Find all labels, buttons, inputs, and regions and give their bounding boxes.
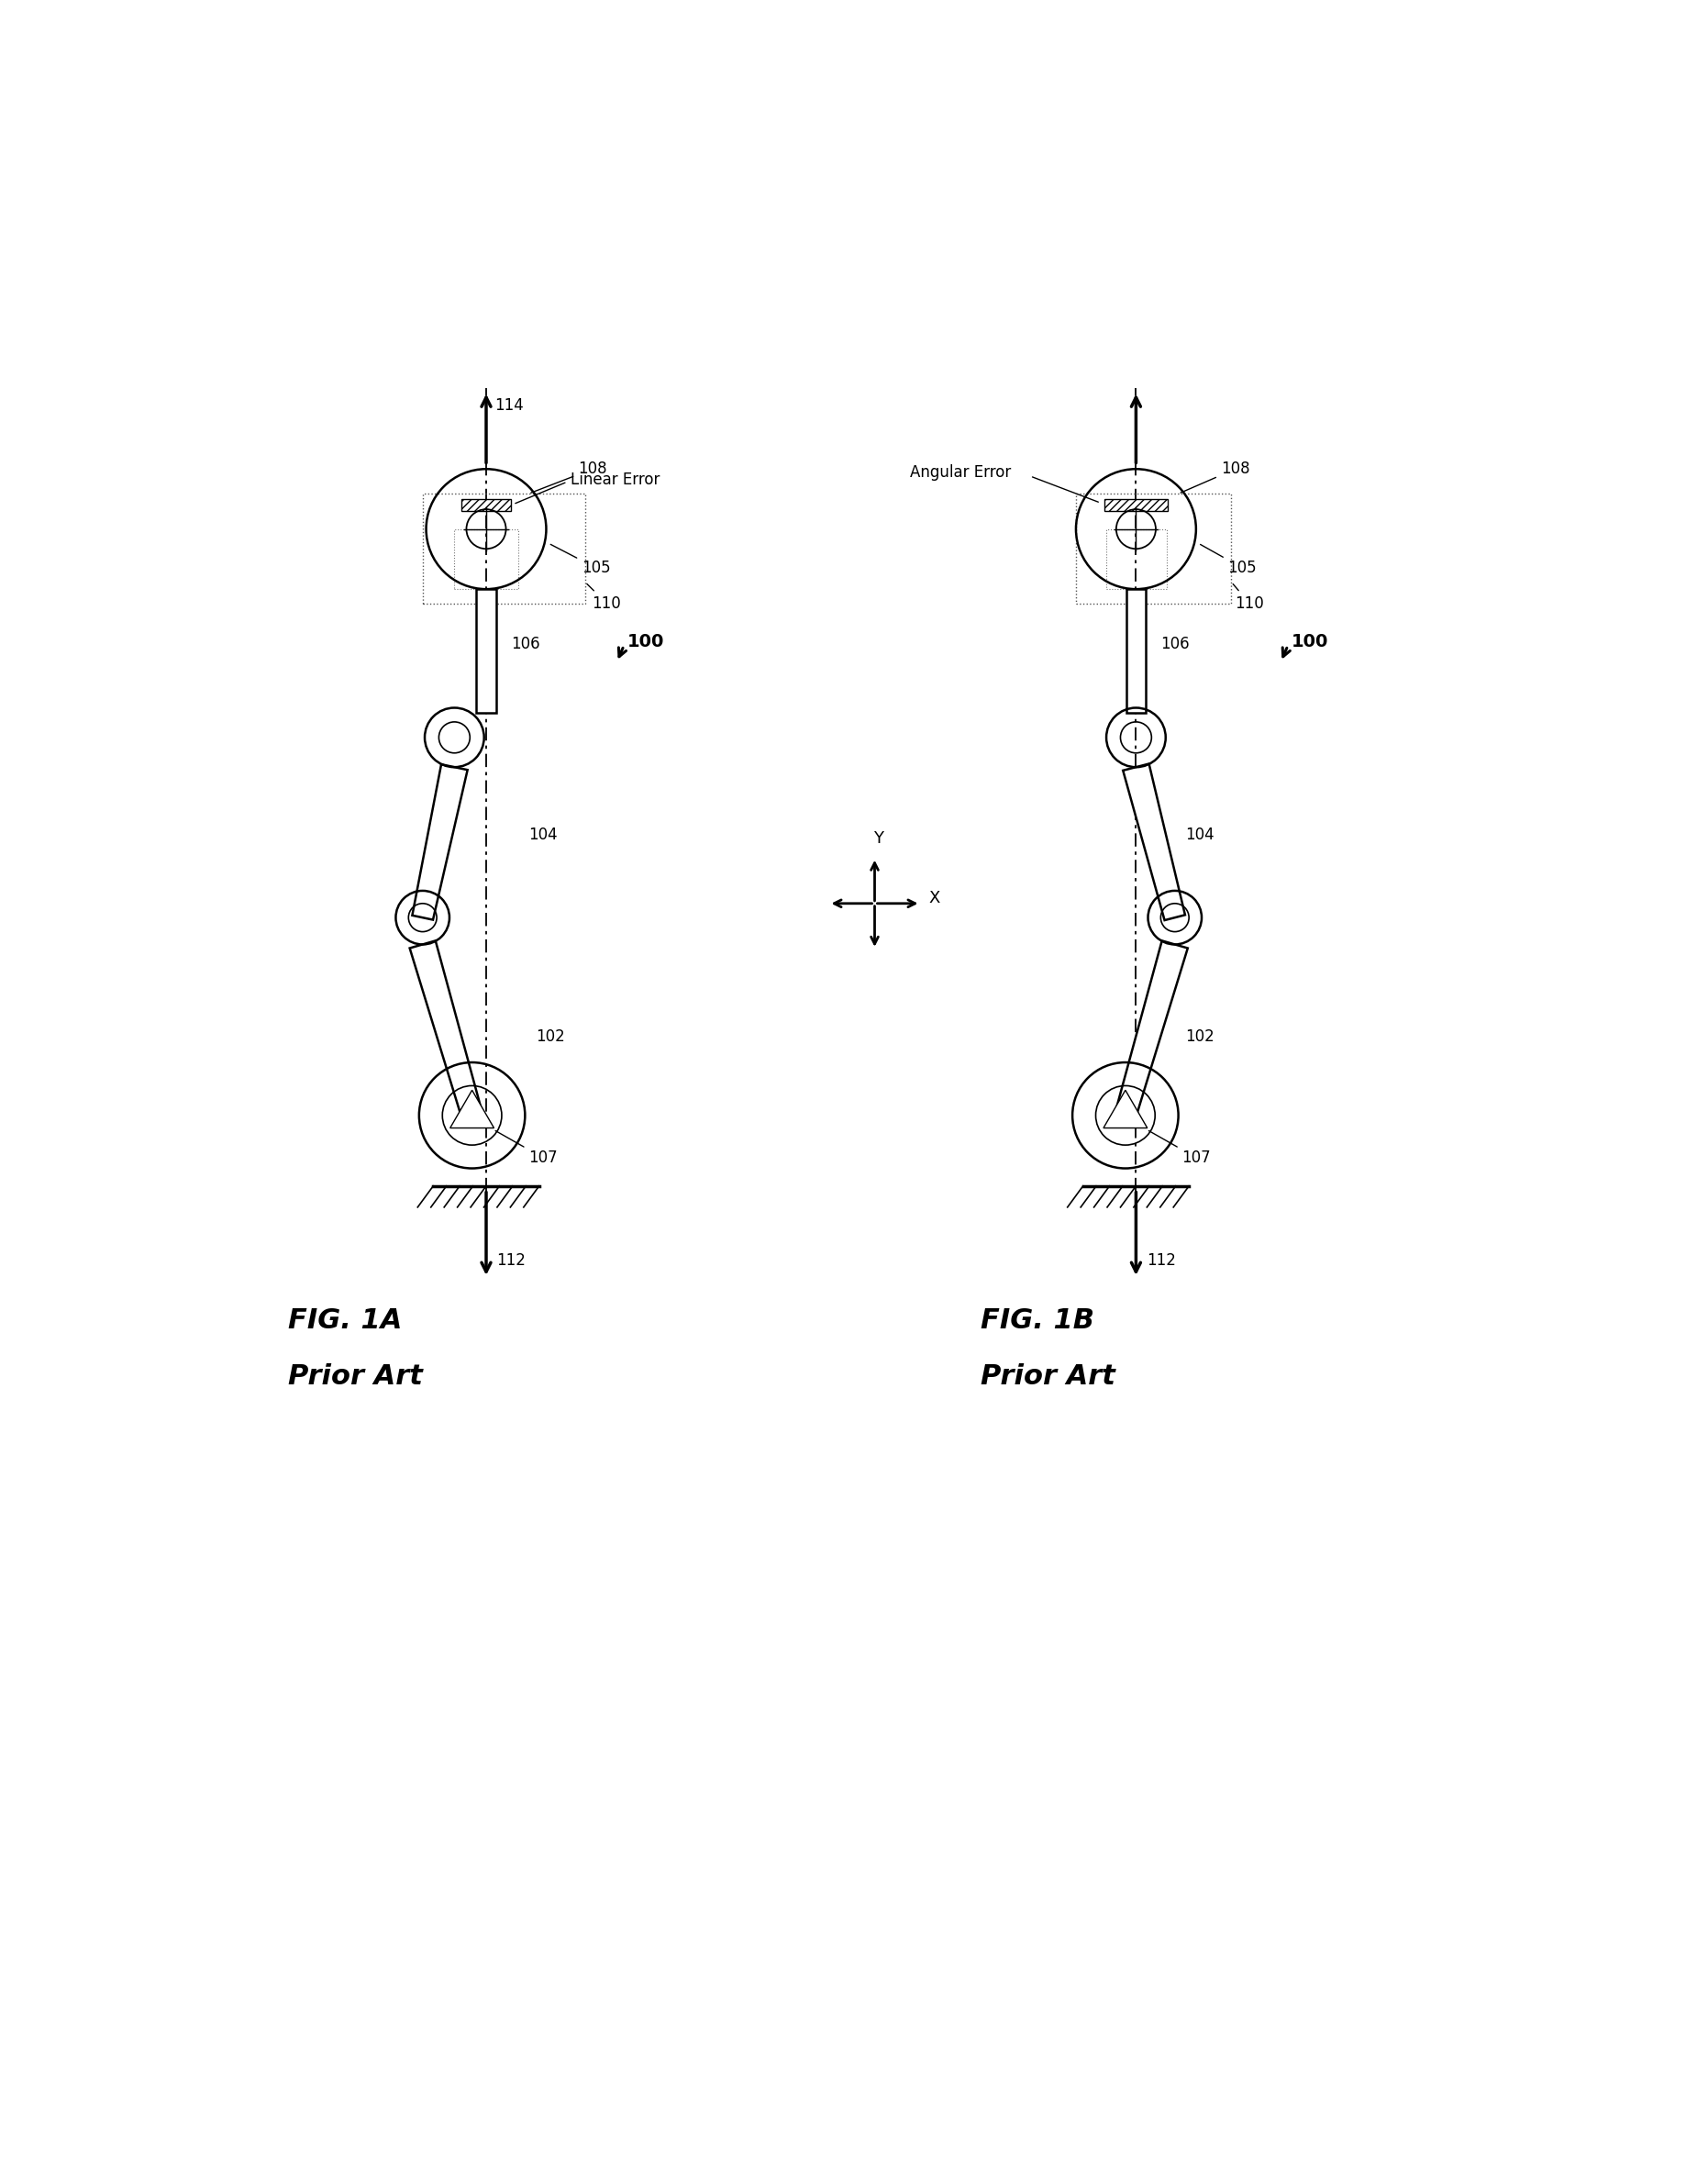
Text: 106: 106 <box>1161 635 1190 652</box>
Polygon shape <box>410 940 482 1118</box>
Text: 108: 108 <box>531 461 606 494</box>
Text: 107: 107 <box>495 1131 557 1165</box>
Text: 104: 104 <box>1185 827 1214 843</box>
Text: 114: 114 <box>495 396 524 414</box>
Bar <box>461 498 511 511</box>
Bar <box>1126 589 1146 713</box>
Polygon shape <box>451 1089 494 1128</box>
Text: Angular Error: Angular Error <box>910 464 1011 481</box>
Text: Prior Art: Prior Art <box>980 1362 1115 1391</box>
Text: 108: 108 <box>1180 461 1250 492</box>
Bar <box>1107 529 1167 589</box>
Text: 110: 110 <box>588 585 622 611</box>
Bar <box>1076 494 1231 604</box>
Text: 105: 105 <box>550 544 610 576</box>
Bar <box>454 529 518 589</box>
Text: FIG. 1B: FIG. 1B <box>980 1306 1095 1334</box>
Text: Linear Error: Linear Error <box>570 472 661 487</box>
Bar <box>1103 498 1168 511</box>
Text: 102: 102 <box>1185 1029 1214 1046</box>
Polygon shape <box>1122 765 1185 921</box>
Polygon shape <box>1103 1089 1148 1128</box>
Polygon shape <box>1115 940 1187 1118</box>
Bar <box>477 589 495 713</box>
Text: 100: 100 <box>1291 632 1329 650</box>
Text: FIG. 1A: FIG. 1A <box>289 1306 403 1334</box>
Text: 102: 102 <box>536 1029 565 1046</box>
Text: 112: 112 <box>497 1252 526 1269</box>
Text: 112: 112 <box>1146 1252 1175 1269</box>
Text: X: X <box>929 890 941 905</box>
Text: 105: 105 <box>1201 544 1257 576</box>
Text: 107: 107 <box>1149 1131 1211 1165</box>
Bar <box>422 494 586 604</box>
Polygon shape <box>412 765 468 921</box>
Text: 106: 106 <box>511 635 540 652</box>
Text: 100: 100 <box>627 632 664 650</box>
Text: Y: Y <box>873 830 883 847</box>
Text: 104: 104 <box>528 827 557 843</box>
Text: Prior Art: Prior Art <box>289 1362 424 1391</box>
Text: 110: 110 <box>1233 585 1264 611</box>
